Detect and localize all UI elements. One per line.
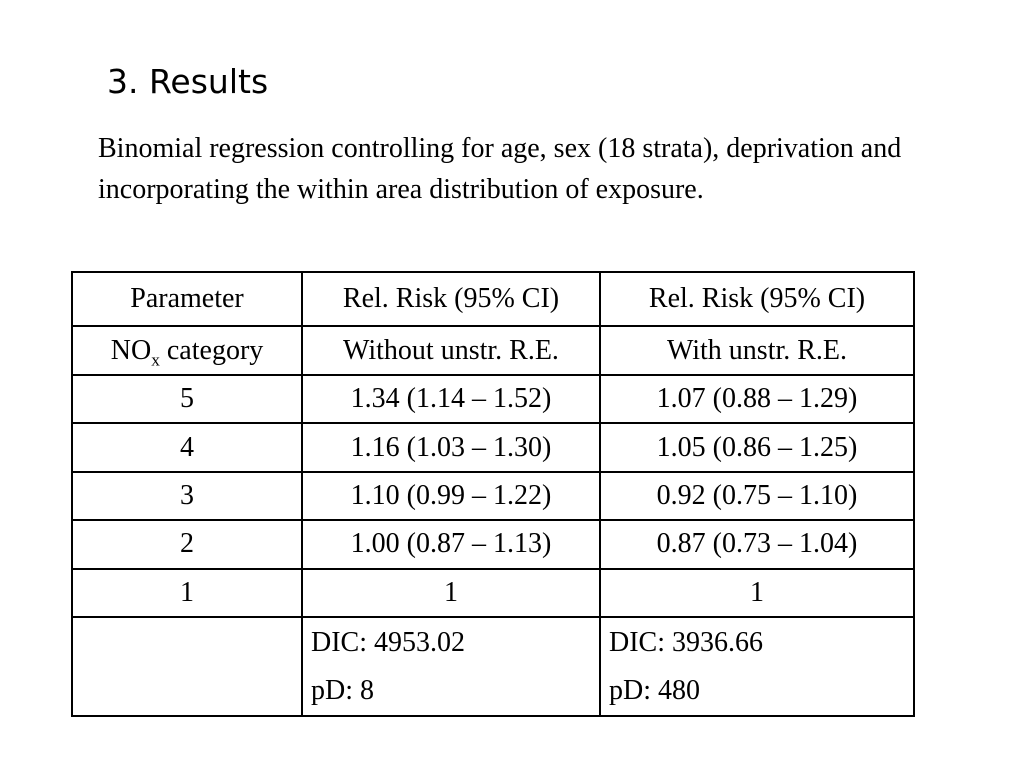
table-row: 2 1.00 (0.87 – 1.13) 0.87 (0.73 – 1.04) xyxy=(71,519,915,570)
table-cell-without-re: 1.16 (1.03 – 1.30) xyxy=(301,422,601,473)
stats-cell-without-re: DIC: 4953.02 pD: 8 xyxy=(301,616,601,717)
table-cell-with-re: 1 xyxy=(599,567,915,619)
table-stats-row: DIC: 4953.02 pD: 8 DIC: 3936.66 pD: 480 xyxy=(71,616,915,717)
table-row: 3 1.10 (0.99 – 1.22) 0.92 (0.75 – 1.10) xyxy=(71,470,915,522)
table-cell-category: 3 xyxy=(71,470,303,522)
category-label: category xyxy=(159,334,264,366)
table-cell-with-re: 1.07 (0.88 – 1.29) xyxy=(599,373,915,425)
intro-text: Binomial regression controlling for age,… xyxy=(98,133,902,205)
table-cell-category: 1 xyxy=(71,567,303,619)
dic-value: DIC: 4953.02 xyxy=(311,626,465,658)
pd-value: pD: 480 xyxy=(609,674,700,706)
subheader-cell-nox-category: NOx category xyxy=(71,325,303,376)
results-table: Parameter Rel. Risk (95% CI) Rel. Risk (… xyxy=(71,270,915,717)
table-cell-category: 4 xyxy=(71,422,303,473)
header-cell-rel-risk-1: Rel. Risk (95% CI) xyxy=(301,270,601,328)
subheader-cell-with-re: With unstr. R.E. xyxy=(599,325,915,376)
table-cell-with-re: 0.92 (0.75 – 1.10) xyxy=(599,470,915,522)
stats-cell-with-re: DIC: 3936.66 pD: 480 xyxy=(599,616,915,717)
table-cell-category: 5 xyxy=(71,373,303,425)
header-cell-parameter: Parameter xyxy=(71,270,303,328)
table-row: 1 1 1 xyxy=(71,567,915,619)
table-row: 5 1.34 (1.14 – 1.52) 1.07 (0.88 – 1.29) xyxy=(71,373,915,425)
stats-cell-empty xyxy=(71,616,303,717)
table-row: 4 1.16 (1.03 – 1.30) 1.05 (0.86 – 1.25) xyxy=(71,422,915,473)
subheader-cell-without-re: Without unstr. R.E. xyxy=(301,325,601,376)
table-cell-with-re: 1.05 (0.86 – 1.25) xyxy=(599,422,915,473)
table-cell-category: 2 xyxy=(71,519,303,570)
table-cell-without-re: 1 xyxy=(301,567,601,619)
header-cell-rel-risk-2: Rel. Risk (95% CI) xyxy=(599,270,915,328)
pd-value: pD: 8 xyxy=(311,674,374,706)
table-subheader-row: NOx category Without unstr. R.E. With un… xyxy=(71,325,915,376)
table-cell-without-re: 1.10 (0.99 – 1.22) xyxy=(301,470,601,522)
nox-label: NO xyxy=(110,334,152,366)
table-header-row: Parameter Rel. Risk (95% CI) Rel. Risk (… xyxy=(71,270,915,328)
nox-subscript: x xyxy=(151,350,160,370)
dic-value: DIC: 3936.66 xyxy=(609,626,763,658)
table-cell-without-re: 1.00 (0.87 – 1.13) xyxy=(301,519,601,570)
slide-title: 3. Results xyxy=(107,62,269,101)
table-cell-with-re: 0.87 (0.73 – 1.04) xyxy=(599,519,915,570)
table-cell-without-re: 1.34 (1.14 – 1.52) xyxy=(301,373,601,425)
